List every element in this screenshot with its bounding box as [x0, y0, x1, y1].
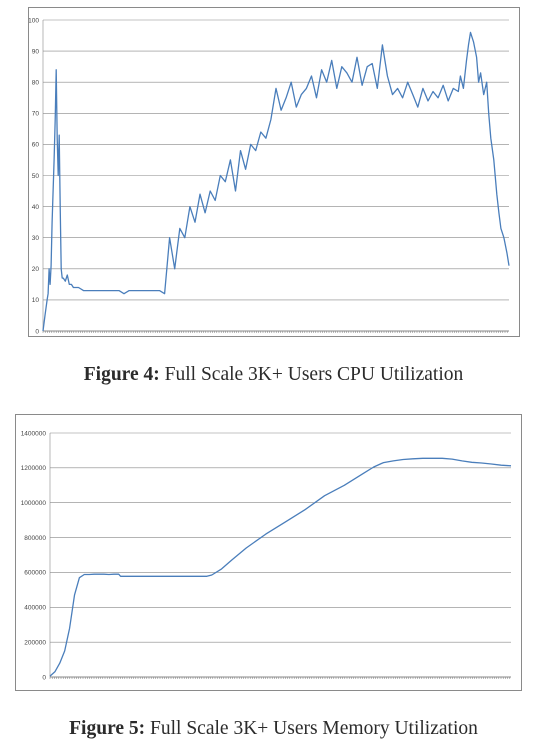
- y-tick-label: 1400000: [21, 430, 47, 437]
- y-tick-label: 800000: [24, 535, 46, 542]
- y-tick-label: 80: [32, 80, 40, 87]
- figure-4-text: Full Scale 3K+ Users CPU Utilization: [159, 364, 464, 385]
- y-tick-label: 60: [32, 142, 40, 149]
- series-line: [42, 31, 510, 332]
- figure-5-caption: Figure 5: Full Scale 3K+ Users Memory Ut…: [0, 718, 547, 740]
- memory-chart: 0 200000 400000 600000 800000 1000000 1200000 1…: [15, 414, 522, 691]
- cpu-chart-svg: 0 10 20 30 40 50 60 70 80 90 100: [29, 17, 510, 335]
- y-tick-label: 1000000: [21, 500, 47, 507]
- figure-4-caption: Figure 4: Full Scale 3K+ Users CPU Utili…: [0, 364, 547, 386]
- y-tick-label: 40: [32, 204, 40, 211]
- y-tick-label: 0: [42, 674, 46, 681]
- y-tick-label: 600000: [24, 570, 46, 577]
- y-tick-label: 0: [35, 328, 39, 335]
- y-tick-label: 1200000: [21, 465, 47, 472]
- series-line: [49, 457, 512, 677]
- y-tick-label: 90: [32, 48, 40, 55]
- y-tick-label: 20: [32, 266, 40, 273]
- cpu-chart: 0 10 20 30 40 50 60 70 80 90 100: [28, 7, 520, 337]
- y-tick-label: 70: [32, 111, 40, 118]
- figure-5-text: Full Scale 3K+ Users Memory Utilization: [145, 718, 478, 739]
- y-tick-label: 30: [32, 235, 40, 242]
- y-tick-label: 50: [32, 173, 40, 180]
- y-tick-label: 10: [32, 297, 40, 304]
- figure-4-label: Figure 4:: [83, 364, 160, 385]
- figure-5-label: Figure 5:: [69, 718, 146, 739]
- y-tick-label: 100: [29, 17, 39, 24]
- y-tick-label: 200000: [24, 639, 46, 646]
- memory-chart-svg: 0 200000 400000 600000 800000 1000000 1200000 1…: [21, 430, 512, 681]
- y-tick-label: 400000: [24, 605, 46, 612]
